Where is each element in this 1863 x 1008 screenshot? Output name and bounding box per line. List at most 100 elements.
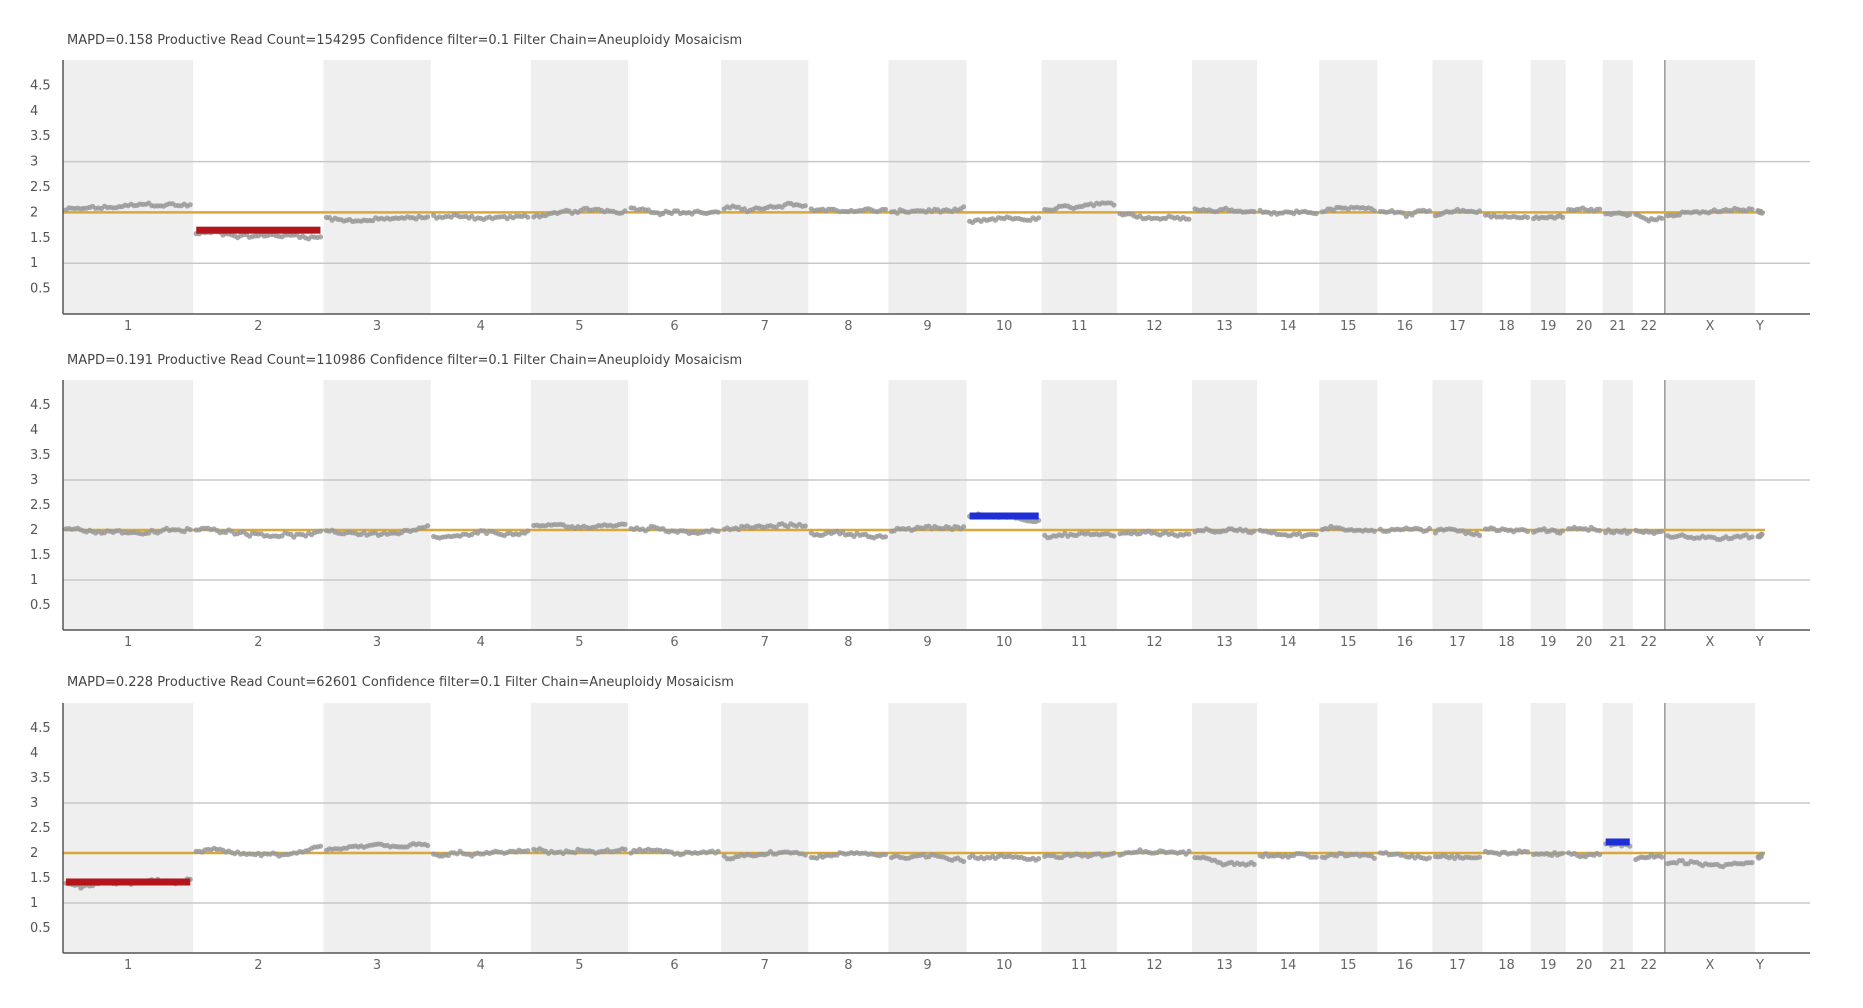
chromosome-label: 3 [373,319,381,334]
data-point [1659,854,1665,860]
chromosome-label: 1 [124,958,132,973]
chromosome-label: 14 [1280,958,1297,973]
data-point [1627,529,1633,535]
data-point [961,204,967,210]
data-point [1525,528,1531,535]
chromosome-label: 12 [1146,319,1163,334]
data-point [1313,211,1319,217]
data-point [802,203,808,209]
chromosome-label: 11 [1071,958,1088,973]
y-tick-label: 4.5 [30,721,51,736]
chromosome-band [1530,60,1566,314]
chromosome-label: 15 [1340,635,1357,650]
y-tick-label: 4 [30,423,38,438]
data-point [525,214,531,220]
chromosome-band [530,60,628,314]
data-point [1186,531,1192,537]
segment-loss [196,226,321,234]
chromosome-label: 20 [1576,958,1593,973]
data-point [622,846,628,853]
chromosome-band [1319,380,1378,630]
y-tick-label: 0.5 [30,282,51,297]
data-point [1251,209,1257,215]
chromosome-label: 21 [1609,958,1626,973]
data-point [1251,528,1257,534]
chart-panel-3: 0.511.522.533.544.51 2 3 4 5 6 7 8 9 10 11 12 13 14 15… [30,675,1810,973]
chromosome-label: 18 [1498,958,1515,973]
data-point [1371,208,1377,214]
chromosome-label: 9 [923,635,931,650]
chromosome-label: 8 [844,319,852,334]
chromosome-band [1191,380,1258,630]
chromosome-band [1191,60,1258,314]
chromosome-label: 15 [1340,319,1357,334]
chromosome-label: 13 [1216,319,1233,334]
data-point [1111,850,1117,856]
chromosome-band [1664,60,1755,314]
data-point [317,234,324,240]
chromosome-band [1530,380,1566,630]
data-point [317,528,324,534]
chart-panel-2: 0.511.522.533.544.51 2 3 4 5 6 7 8 9 10 11 12 13 14 15… [30,353,1810,650]
chromosome-label: 15 [1340,958,1357,973]
chromosome-band [1602,703,1633,953]
y-tick-label: 1.5 [30,548,51,563]
chromosome-label: 19 [1540,958,1557,973]
chromosome-label: 16 [1397,319,1414,334]
data-point [1560,214,1566,220]
chromosome-label: 12 [1146,958,1163,973]
chromosome-label: 17 [1449,319,1466,334]
data-point [1627,211,1633,217]
chromosome-label: Y [1755,635,1764,650]
chromosome-label: 13 [1216,958,1233,973]
y-tick-label: 2 [30,846,38,861]
data-point [1426,855,1432,861]
chromosome-band [1191,703,1258,953]
chromosome-label: 8 [844,958,852,973]
chromosome-label: 18 [1498,635,1515,650]
data-point [1313,854,1319,860]
data-point [715,528,721,535]
chromosome-label: 22 [1641,319,1658,334]
chromosome-label: 20 [1576,635,1593,650]
chromosome-band [323,60,431,314]
chromosome-label: 2 [254,635,262,650]
chromosome-label: 17 [1449,958,1466,973]
data-point [1659,528,1665,534]
chromosome-label: 5 [575,319,583,334]
data-point [525,528,531,534]
chromosome-label: 7 [761,635,769,650]
chromosome-band [1432,60,1483,314]
chart-title: MAPD=0.191 Productive Read Count=110986 … [67,353,742,368]
data-point [187,202,193,208]
data-point [802,852,808,858]
chromosome-label: 10 [996,635,1013,650]
chromosome-label: 1 [124,319,132,334]
y-tick-label: 3 [30,796,38,811]
data-point [1759,851,1765,857]
y-tick-label: 3.5 [30,771,51,786]
y-tick-label: 1.5 [30,871,51,886]
chromosome-label: 6 [670,319,678,334]
chromosome-label: X [1705,635,1714,650]
chromosome-band [1664,703,1755,953]
y-tick-label: 1 [30,896,38,911]
segment-gain [969,512,1039,520]
chromosome-label: 12 [1146,635,1163,650]
data-point [1476,854,1483,860]
chart-title: MAPD=0.158 Productive Read Count=154295 … [67,33,742,48]
y-tick-label: 2.5 [30,498,51,513]
chromosome-band [1319,60,1378,314]
y-tick-label: 2.5 [30,821,51,836]
chromosome-label: 22 [1641,958,1658,973]
chromosome-label: 17 [1449,635,1466,650]
data-point [1749,860,1755,866]
chromosome-label: 21 [1609,319,1626,334]
data-point [1186,848,1192,854]
data-point [1426,208,1432,214]
chromosome-band [1319,703,1378,953]
chromosome-band [530,703,628,953]
chromosome-band [1664,380,1755,630]
data-point [1659,215,1665,221]
y-tick-label: 0.5 [30,921,51,936]
